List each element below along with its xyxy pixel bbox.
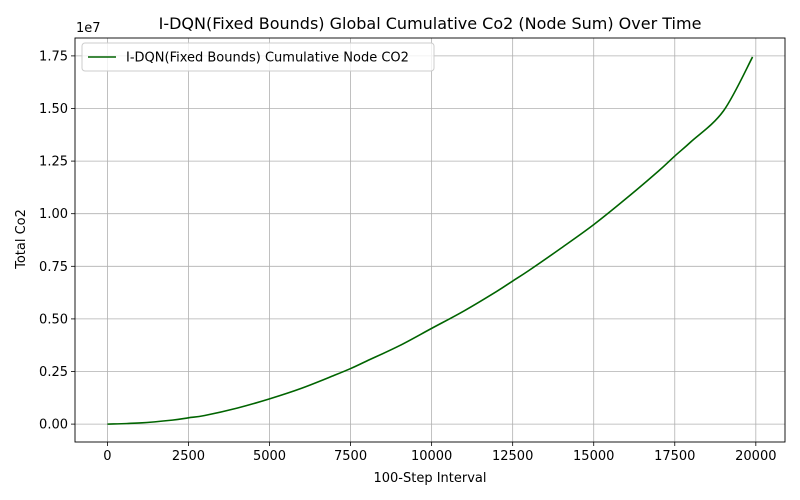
plot-area (74, 37, 786, 443)
y-tick-label: 0.75 (39, 260, 68, 275)
y-tick-label: 1.25 (39, 155, 68, 170)
x-tick-label: 17500 (654, 449, 695, 464)
y-tick-label: 0.00 (39, 418, 68, 433)
y-tick-label: 0.50 (39, 312, 68, 327)
axes-ticks: 0 2500 5000 7500 10000 12500 15000 17500 20000 0.… (39, 49, 776, 464)
x-tick-label: 20000 (735, 449, 776, 464)
chart-title: I-DQN(Fixed Bounds) Global Cumulative Co… (159, 14, 702, 33)
x-tick-label: 7500 (334, 449, 367, 464)
x-tick-label: 10000 (411, 449, 452, 464)
y-tick-label: 1.00 (39, 207, 68, 222)
y-tick-label: 0.25 (39, 365, 68, 380)
y-axis-title: Total Co2 (14, 209, 29, 270)
y-axis-offset-label: 1e7 (76, 21, 101, 36)
grid (75, 38, 785, 442)
legend: I-DQN(Fixed Bounds) Cumulative Node CO2 (81, 42, 435, 72)
legend-label: I-DQN(Fixed Bounds) Cumulative Node CO2 (126, 51, 409, 66)
x-tick-label: 2500 (172, 449, 205, 464)
x-tick-label: 12500 (492, 449, 533, 464)
x-tick-label: 15000 (573, 449, 614, 464)
series-line (107, 56, 754, 425)
y-tick-label: 1.50 (39, 102, 68, 117)
y-tick-label: 1.75 (39, 49, 68, 64)
x-tick-label: 0 (103, 449, 111, 464)
x-tick-label: 5000 (253, 449, 286, 464)
x-axis-title: 100-Step Interval (373, 471, 486, 486)
